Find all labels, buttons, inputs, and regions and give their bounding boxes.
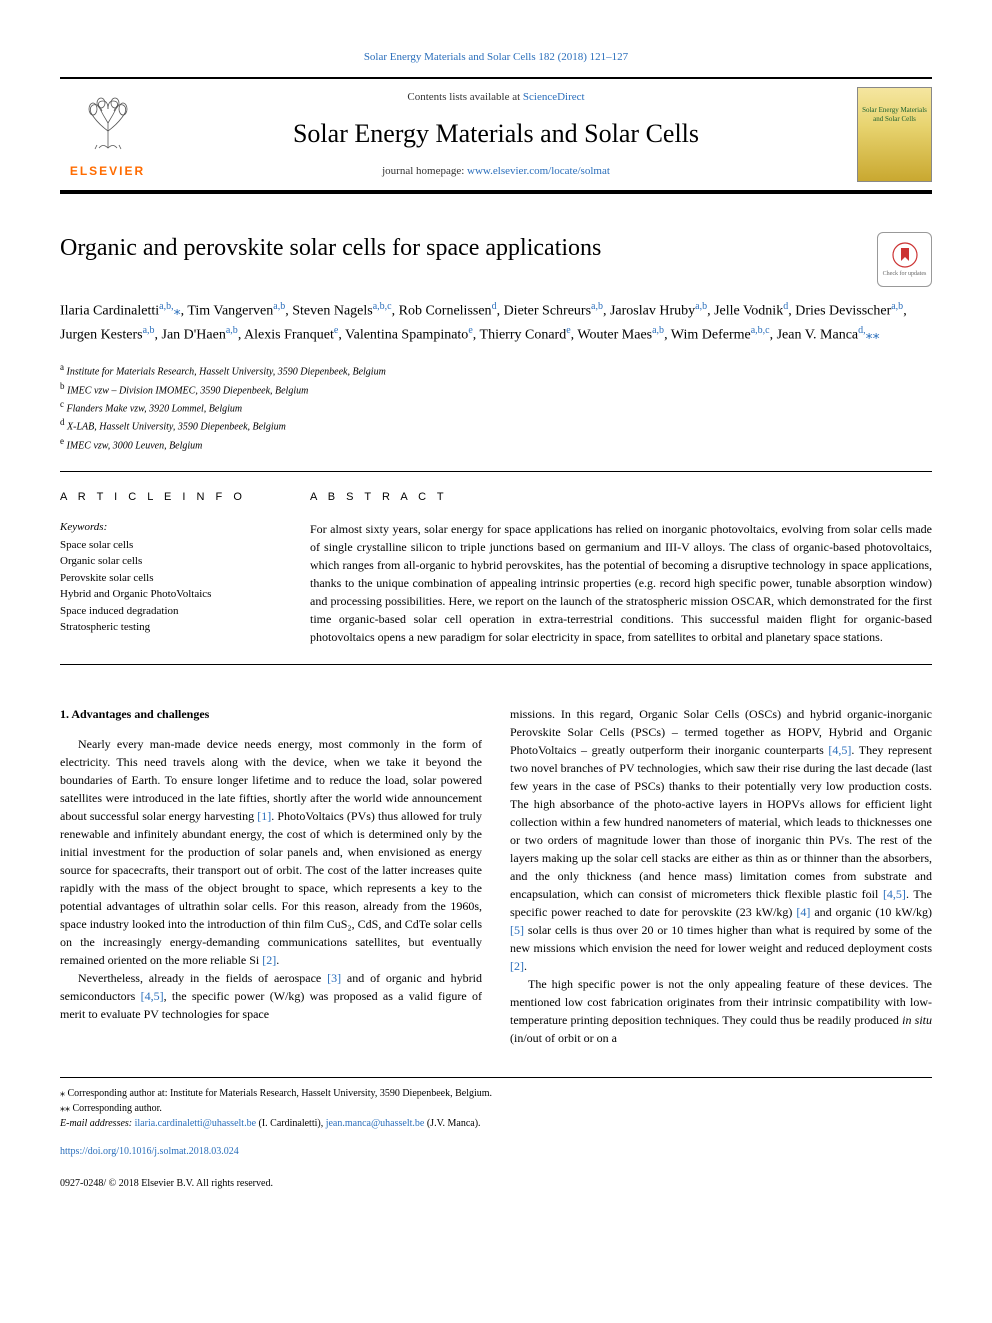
issn-copyright: 0927-0248/ © 2018 Elsevier B.V. All righ… bbox=[60, 1177, 273, 1191]
email-2-who: (J.V. Manca). bbox=[424, 1118, 480, 1129]
article-info-col: A R T I C L E I N F O Keywords: Space so… bbox=[60, 490, 270, 645]
header-right: Solar Energy Materials and Solar Cells bbox=[837, 87, 932, 182]
body-text: 1. Advantages and challenges Nearly ever… bbox=[60, 705, 932, 1047]
body-p4: The high specific power is not the only … bbox=[510, 975, 932, 1047]
authors-list: Ilaria Cardinalettia,b,⁎, Tim Vangervena… bbox=[60, 299, 932, 347]
email-1-who: (I. Cardinaletti), bbox=[256, 1118, 326, 1129]
journal-header: ELSEVIER Contents lists available at Sci… bbox=[60, 77, 932, 194]
homepage-line: journal homepage: www.elsevier.com/locat… bbox=[155, 164, 837, 179]
article-title: Organic and perovskite solar cells for s… bbox=[60, 232, 857, 266]
article-info-header: A R T I C L E I N F O bbox=[60, 490, 270, 505]
footnotes: ⁎ Corresponding author at: Institute for… bbox=[60, 1086, 932, 1131]
copyright-row: 0927-0248/ © 2018 Elsevier B.V. All righ… bbox=[60, 1177, 932, 1191]
check-updates-label: Check for updates bbox=[883, 270, 927, 278]
email-2[interactable]: jean.manca@uhasselt.be bbox=[326, 1118, 425, 1129]
doi-link[interactable]: https://doi.org/10.1016/j.solmat.2018.03… bbox=[60, 1145, 932, 1159]
corr-note-1: ⁎ Corresponding author at: Institute for… bbox=[60, 1086, 932, 1101]
abstract-text: For almost sixty years, solar energy for… bbox=[310, 520, 932, 646]
sciencedirect-link[interactable]: ScienceDirect bbox=[523, 91, 585, 103]
contents-line: Contents lists available at ScienceDirec… bbox=[155, 90, 837, 105]
affiliations: a Institute for Materials Research, Hass… bbox=[60, 361, 932, 453]
body-p3: missions. In this regard, Organic Solar … bbox=[510, 705, 932, 975]
bookmark-check-icon bbox=[892, 242, 918, 268]
check-updates-badge[interactable]: Check for updates bbox=[877, 232, 932, 287]
cover-title-1: Solar Energy Materials bbox=[862, 106, 927, 114]
journal-cover-icon: Solar Energy Materials and Solar Cells bbox=[857, 87, 932, 182]
email-line: E-mail addresses: ilaria.cardinaletti@uh… bbox=[60, 1116, 932, 1131]
contents-prefix: Contents lists available at bbox=[407, 91, 522, 103]
section-1-title: 1. Advantages and challenges bbox=[60, 705, 482, 723]
abstract-col: A B S T R A C T For almost sixty years, … bbox=[310, 490, 932, 645]
publisher-label: ELSEVIER bbox=[70, 163, 145, 180]
publisher-block: ELSEVIER bbox=[60, 89, 155, 180]
header-center: Contents lists available at ScienceDirec… bbox=[155, 90, 837, 179]
divider-top bbox=[60, 471, 932, 472]
homepage-prefix: journal homepage: bbox=[382, 165, 467, 177]
elsevier-tree-icon bbox=[73, 89, 143, 159]
footnotes-divider bbox=[60, 1077, 932, 1078]
email-label: E-mail addresses: bbox=[60, 1118, 135, 1129]
keywords-list: Space solar cellsOrganic solar cellsPero… bbox=[60, 537, 270, 636]
journal-name: Solar Energy Materials and Solar Cells bbox=[155, 116, 837, 152]
cover-title-2: and Solar Cells bbox=[873, 115, 916, 123]
homepage-link[interactable]: www.elsevier.com/locate/solmat bbox=[467, 165, 610, 177]
abstract-header: A B S T R A C T bbox=[310, 490, 932, 505]
body-p2: Nevertheless, already in the fields of a… bbox=[60, 969, 482, 1023]
divider-bottom bbox=[60, 664, 932, 665]
email-1[interactable]: ilaria.cardinaletti@uhasselt.be bbox=[135, 1118, 256, 1129]
keywords-label: Keywords: bbox=[60, 520, 270, 535]
top-citation[interactable]: Solar Energy Materials and Solar Cells 1… bbox=[60, 50, 932, 65]
corr-note-2: ⁎⁎ Corresponding author. bbox=[60, 1101, 932, 1116]
body-p1: Nearly every man-made device needs energ… bbox=[60, 735, 482, 969]
